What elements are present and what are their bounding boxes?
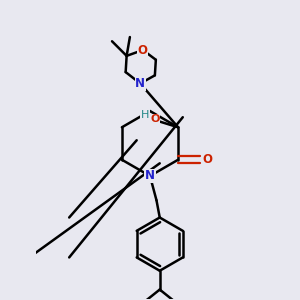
Text: N: N	[135, 77, 145, 90]
Text: N: N	[145, 169, 155, 182]
Text: O: O	[138, 44, 148, 56]
Text: O: O	[202, 153, 212, 166]
Text: O: O	[150, 115, 159, 124]
Text: H: H	[141, 110, 149, 120]
